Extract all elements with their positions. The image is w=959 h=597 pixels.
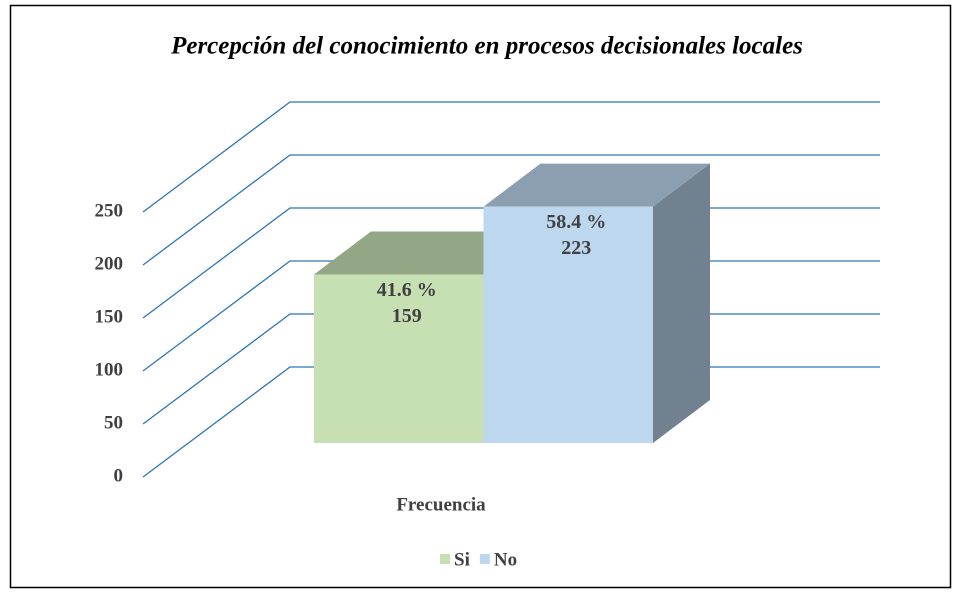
y-tick-label: 200 bbox=[95, 253, 124, 274]
grid-line bbox=[142, 154, 880, 266]
y-tick-label: 0 bbox=[114, 465, 124, 486]
legend-label: No bbox=[494, 549, 517, 570]
grid-line bbox=[142, 101, 880, 213]
x-tick-label: Frecuencia bbox=[396, 494, 486, 515]
data-label: 223 bbox=[561, 237, 591, 259]
legend-label: Si bbox=[454, 549, 470, 570]
y-tick-label: 50 bbox=[104, 412, 123, 433]
bar bbox=[314, 274, 484, 443]
chart-title: Percepción del conocimiento en procesos … bbox=[170, 33, 803, 60]
y-tick-label: 100 bbox=[95, 359, 124, 380]
y-tick-label: 150 bbox=[95, 306, 124, 327]
y-tick-label: 250 bbox=[95, 200, 124, 221]
bar-top bbox=[483, 163, 710, 207]
bar bbox=[483, 206, 653, 443]
data-label: 159 bbox=[392, 305, 422, 327]
data-label-percent: 41.6 % bbox=[377, 279, 437, 301]
legend-swatch bbox=[479, 554, 490, 564]
legend-swatch bbox=[440, 554, 450, 564]
bar-side bbox=[653, 163, 710, 443]
data-label-percent: 58.4 % bbox=[546, 211, 606, 233]
